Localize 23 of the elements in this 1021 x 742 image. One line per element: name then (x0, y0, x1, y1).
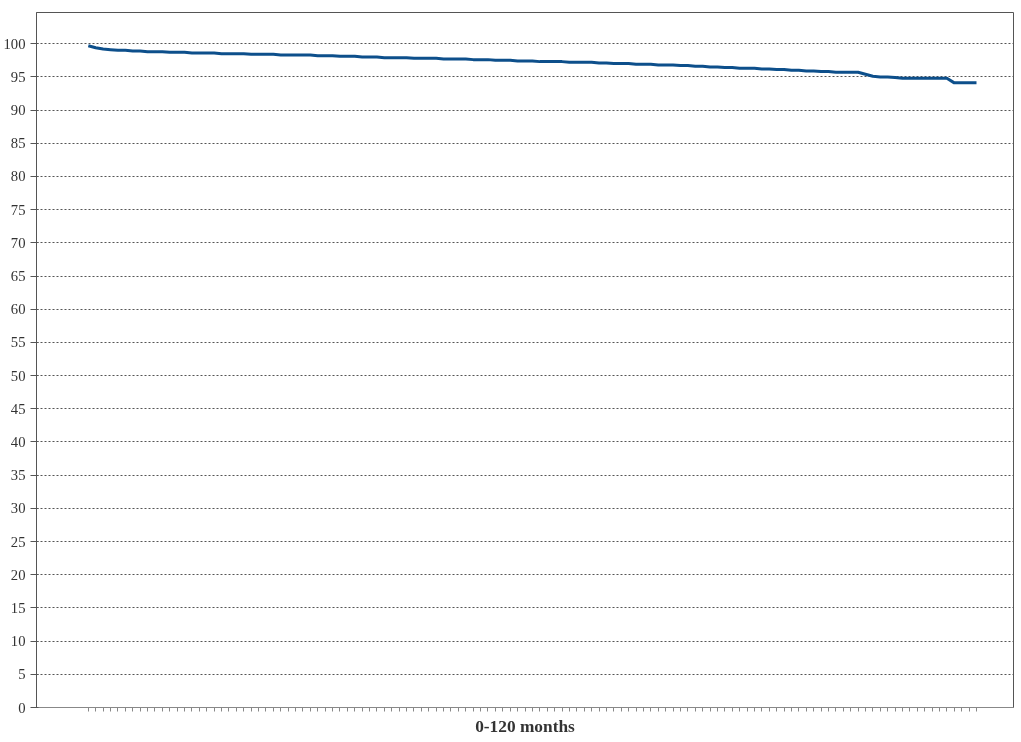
line-series (86, 44, 978, 85)
y-tick-label: 65 (10, 268, 26, 285)
y-tick-label: 45 (10, 400, 26, 417)
y-tick-label: 0 (18, 699, 26, 716)
x-axis-title: 0-120 months (475, 716, 576, 736)
y-tick-label: 20 (10, 566, 26, 583)
y-tick-label: 10 (10, 633, 26, 650)
y-tick-label: 50 (10, 367, 26, 384)
y-tick-label: 5 (18, 666, 26, 683)
y-tick-label: 35 (10, 467, 26, 484)
y-tick-label: 30 (10, 500, 26, 517)
y-tick-label: 75 (10, 201, 26, 218)
y-tick-label: 80 (10, 168, 26, 185)
y-tick-label: 55 (10, 334, 26, 351)
y-tick-label: 40 (10, 433, 26, 450)
y-tick-label: 70 (10, 234, 26, 251)
y-tick-label: 95 (10, 68, 26, 85)
y-tick-label: 25 (10, 533, 26, 550)
y-tick-label: 60 (10, 301, 26, 318)
y-tick-label: 90 (10, 102, 26, 119)
y-tick-label: 100 (3, 35, 26, 52)
y-tick-label: 15 (10, 599, 26, 616)
y-tick-label: 85 (10, 135, 26, 152)
